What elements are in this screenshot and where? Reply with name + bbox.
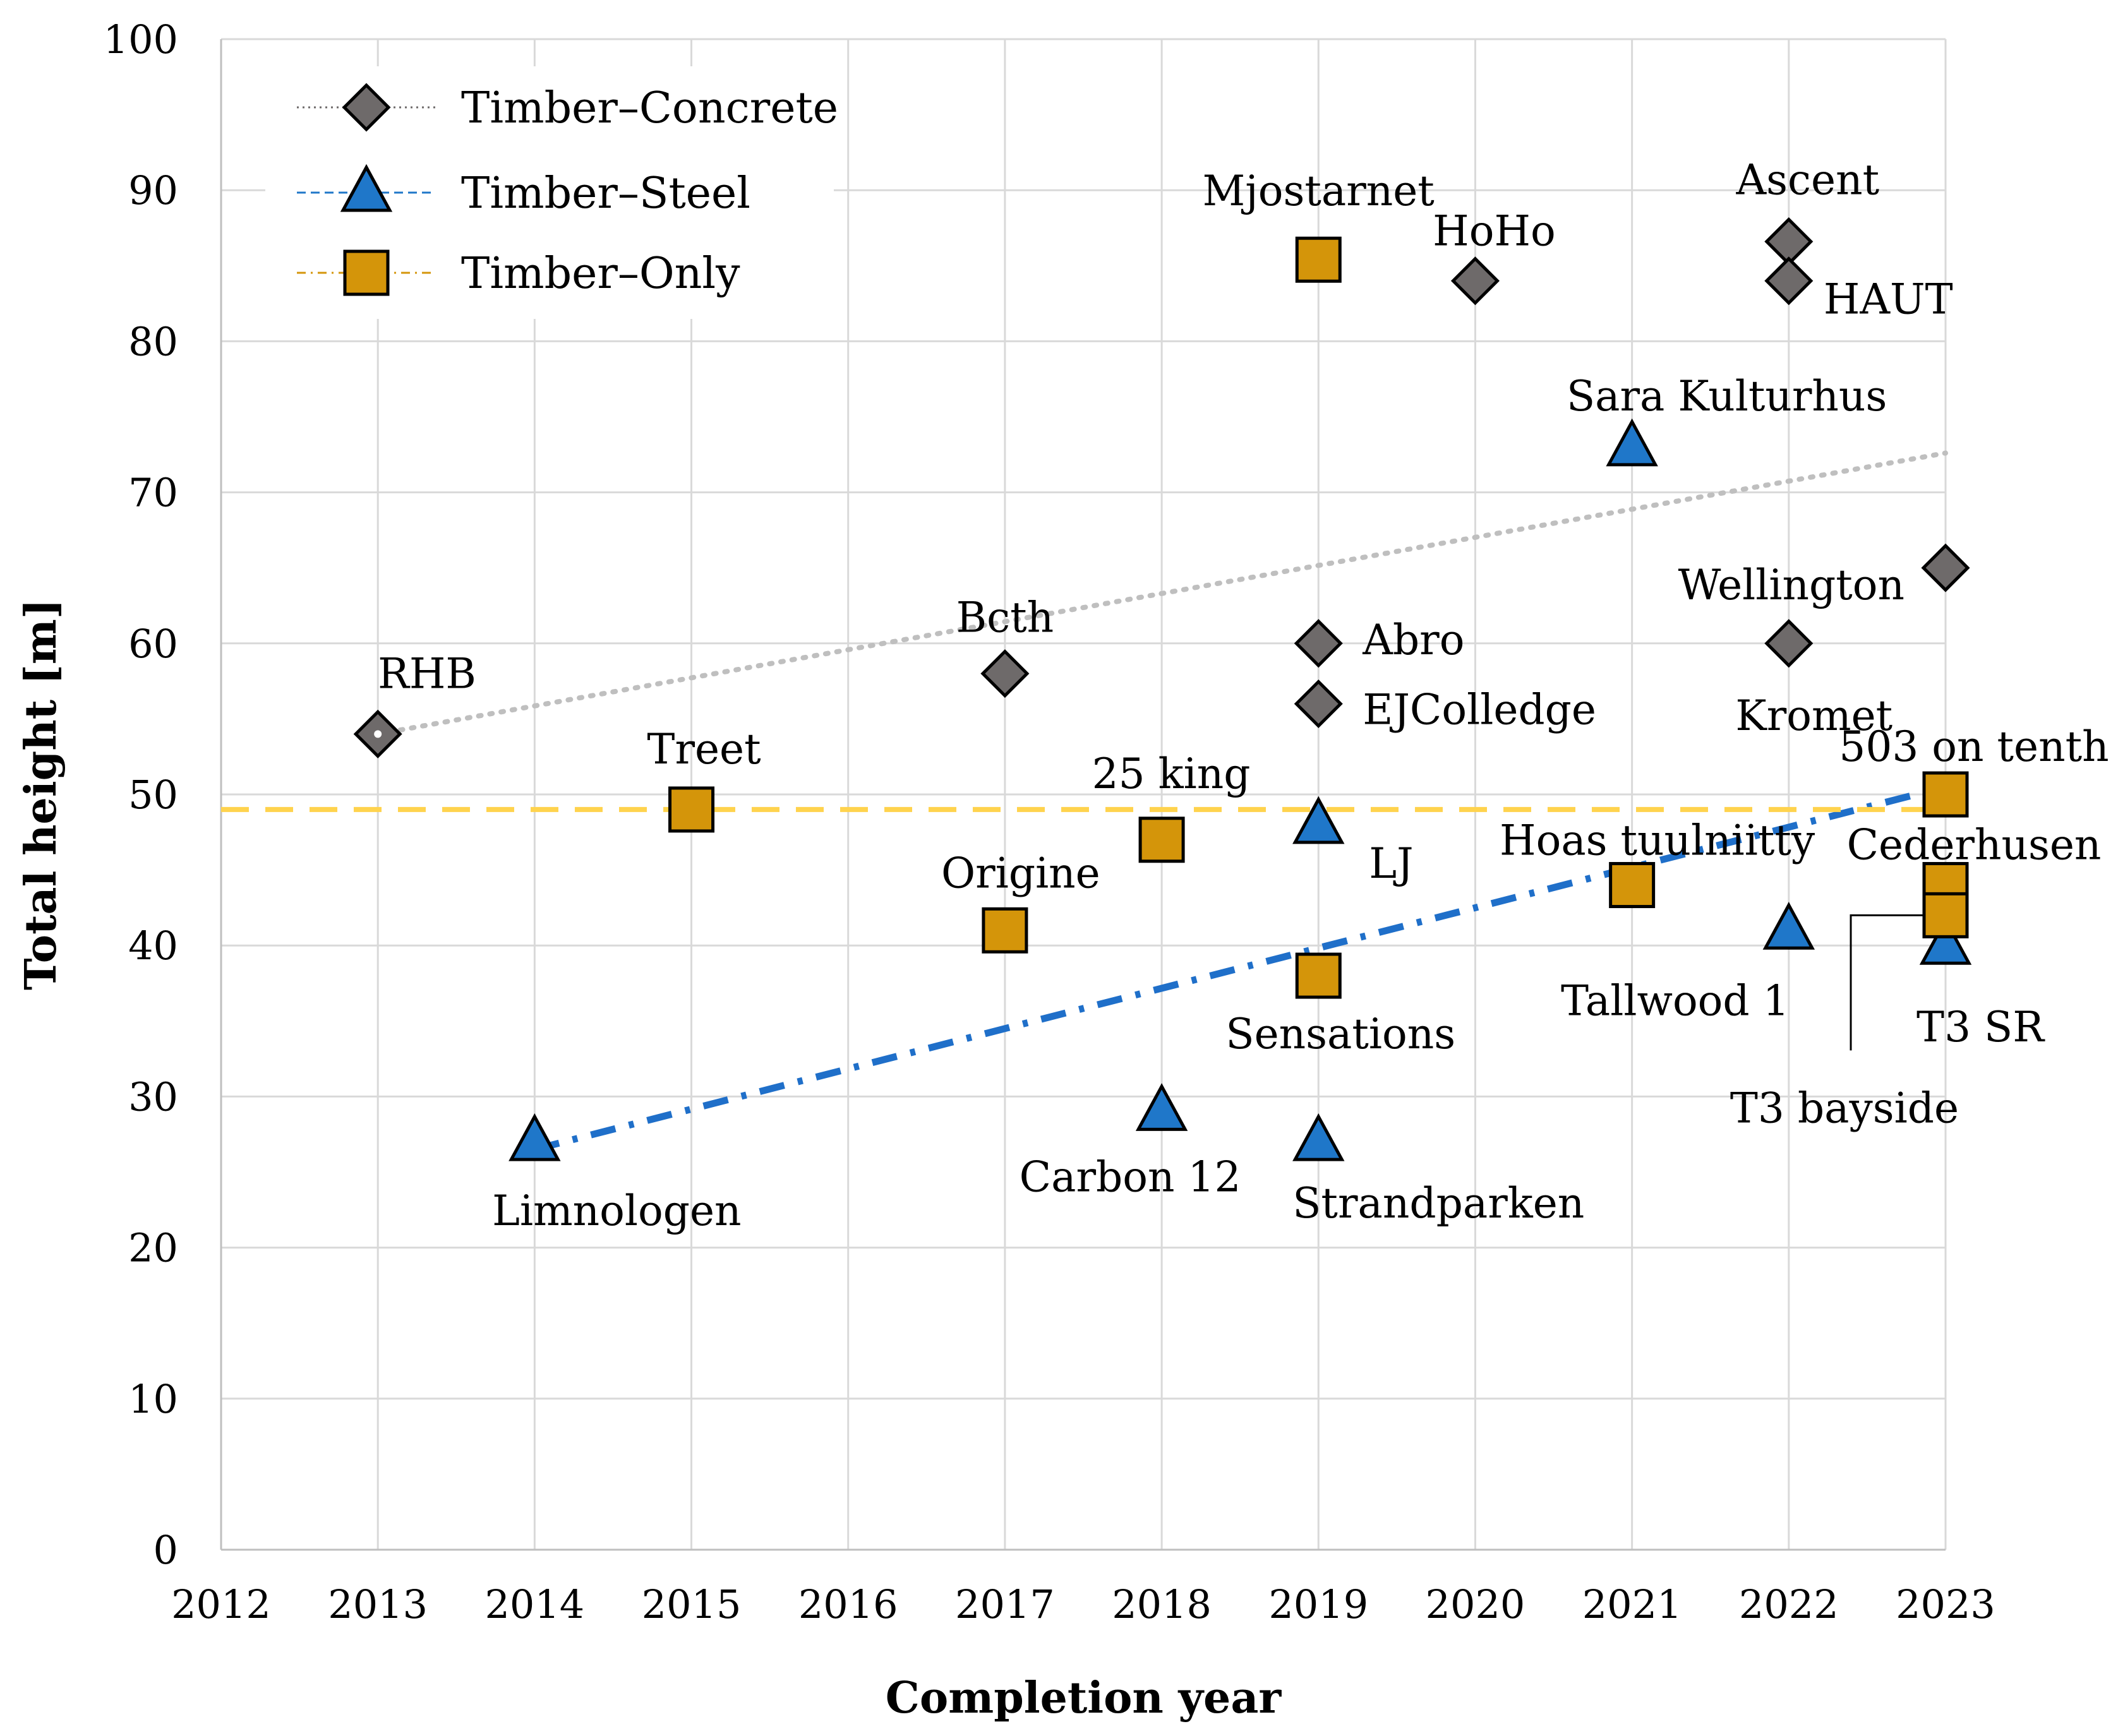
x-tick-label: 2013	[328, 1581, 428, 1627]
point-label: Abro	[1362, 616, 1464, 664]
x-tick-label: 2019	[1268, 1581, 1368, 1627]
point-label: HoHo	[1433, 207, 1556, 256]
point-label: Wellington	[1678, 561, 1904, 609]
square-point-25-king	[1138, 817, 1185, 863]
diamond-point-abro	[1294, 619, 1343, 668]
square-point-treet	[668, 786, 715, 833]
point-label: Limnologen	[492, 1187, 741, 1235]
point-label: Carbon 12	[1020, 1152, 1241, 1201]
legend-triangle-icon	[340, 164, 393, 212]
triangle-point-carbon-12	[1135, 1083, 1188, 1131]
y-tick-label: 0	[153, 1527, 178, 1573]
point-label: Mjostarnet	[1203, 167, 1435, 215]
point-label: HAUT	[1824, 275, 1953, 324]
triangle-point-t3-sr	[1919, 916, 1972, 965]
point-label: T3 SR	[1916, 1003, 2045, 1051]
diamond-point-bcth	[980, 649, 1030, 698]
markers	[353, 217, 1972, 1161]
x-tick-label: 2017	[955, 1581, 1055, 1627]
point-label: 25 king	[1092, 750, 1251, 798]
trend-start-dot	[374, 730, 382, 738]
x-tick-label: 2020	[1426, 1581, 1525, 1627]
point-label: Cederhusen	[1847, 821, 2102, 870]
x-axis-title: Completion year	[886, 1673, 1282, 1723]
legend-diamond-icon	[342, 83, 391, 132]
diamond-point-haut	[1764, 256, 1814, 306]
square-point-hoas-tuulniitty	[1609, 862, 1656, 909]
y-tick-label: 50	[128, 772, 178, 818]
legend-label: Timber–Concrete	[461, 83, 838, 133]
trendline-0	[375, 450, 1948, 737]
square-point-sensations	[1295, 952, 1342, 999]
point-label: RHB	[378, 649, 476, 698]
y-tick-label: 30	[128, 1074, 178, 1120]
point-label: Strandparken	[1292, 1179, 1584, 1228]
x-tick-label: 2015	[642, 1581, 742, 1627]
y-tick-label: 70	[128, 470, 178, 516]
diamond-point-hoho	[1450, 256, 1500, 306]
y-tick-label: 60	[128, 621, 178, 667]
point-label: Treet	[647, 725, 761, 774]
legend-label: Timber–Only	[461, 249, 740, 299]
triangle-point-lj	[1292, 796, 1345, 844]
y-tick-label: 80	[128, 318, 178, 364]
point-label: Ascent	[1736, 156, 1880, 205]
x-tick-label: 2018	[1112, 1581, 1212, 1627]
x-tick-label: 2014	[484, 1581, 584, 1627]
square-point-t3-bayside	[1922, 892, 1969, 938]
square-point-origine	[982, 907, 1028, 954]
point-label: LJ	[1369, 839, 1413, 888]
y-tick-label: 40	[128, 923, 178, 969]
point-label: Hoas tuulniitty	[1500, 817, 1815, 865]
point-label: Sensations	[1225, 1010, 1455, 1058]
diamond-point-kromet	[1764, 619, 1814, 668]
x-tick-label: 2012	[171, 1581, 271, 1627]
leader-line	[1850, 914, 1923, 1051]
axes: 2012 2013 2014 2015 2016 2017 2018 2019 2020 2021…	[16, 16, 1995, 1723]
trendline-1	[533, 783, 1947, 1153]
x-tick-label: 2016	[798, 1581, 898, 1627]
triangle-point-strandparken	[1292, 1113, 1345, 1161]
triangle-point-limnologen	[508, 1113, 561, 1161]
triangle-point-tallwood-1	[1762, 902, 1815, 950]
y-tick-label: 10	[128, 1376, 178, 1422]
x-tick-label: 2021	[1582, 1581, 1682, 1627]
diamond-point-ejcolledge	[1294, 679, 1343, 729]
square-point-mjostarnet	[1295, 236, 1342, 283]
y-tick-label: 20	[128, 1225, 178, 1271]
point-label: EJColledge	[1363, 685, 1596, 734]
point-label: Origine	[941, 849, 1100, 897]
point-label: 503 on tenth	[1839, 722, 2109, 771]
point-label: Bcth	[956, 594, 1054, 642]
x-tick-label: 2022	[1739, 1581, 1839, 1627]
point-label: Sara Kulturhus	[1567, 372, 1887, 421]
diamond-point-wellington	[1921, 543, 1970, 592]
point-label: Kromet	[1735, 691, 1892, 740]
x-tick-label: 2023	[1896, 1581, 1995, 1627]
triangle-point-sara-kulturhus	[1606, 418, 1658, 467]
point-labels: RHB Bcth Abro EJColledge HoHo Ascent HAUT Krome…	[374, 156, 2109, 1235]
point-label: Tallwood 1	[1561, 976, 1790, 1025]
square-point-503-on-tenth	[1922, 771, 1969, 818]
legend-square-icon	[343, 249, 390, 296]
legend: Timber–Concrete Timber–Steel Timber–Only	[265, 66, 838, 319]
y-tick-label: 90	[128, 167, 178, 213]
trendlines	[221, 450, 1948, 1153]
y-axis-title: Total height [m]	[16, 599, 66, 990]
y-tick-label: 100	[104, 16, 178, 63]
point-label: T3 bayside	[1730, 1084, 1959, 1132]
legend-label: Timber–Steel	[461, 169, 750, 218]
